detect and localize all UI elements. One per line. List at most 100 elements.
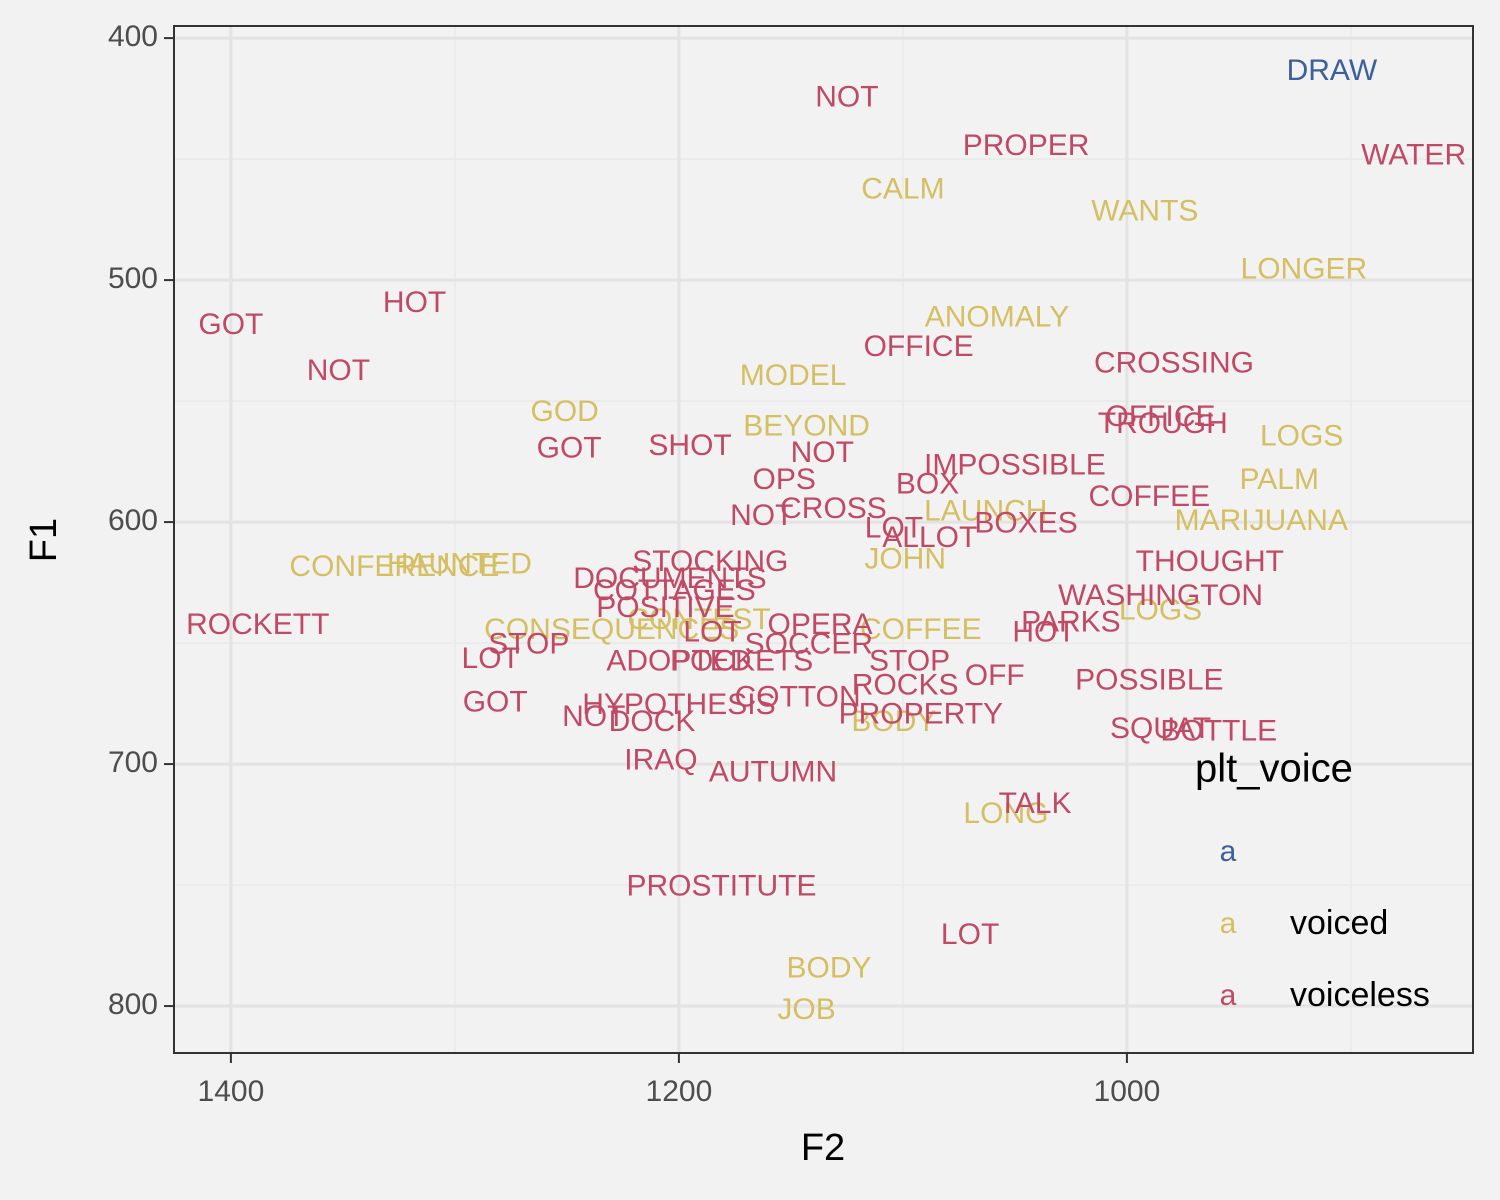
point-label: AUTUMN (709, 756, 837, 789)
point-label: CALM (861, 172, 944, 205)
point-label: OPERA (768, 608, 873, 641)
point-label: LOGS (1119, 594, 1202, 627)
point-label: NOT (815, 81, 878, 114)
point-label: HOT (383, 286, 446, 319)
point-label: LONGER (1241, 252, 1368, 285)
point-label: NOT (562, 700, 625, 733)
point-label: LONG (963, 797, 1048, 830)
point-label: OFFICE (864, 330, 974, 363)
point-label: PROPERTY (839, 698, 1004, 731)
point-label: HYPOTHESIS (582, 688, 775, 721)
y-axis-title: F1 (23, 518, 65, 562)
legend: plt_voice a a voiced a voiceless (1195, 747, 1430, 1014)
legend-key: a (1220, 979, 1237, 1012)
point-label: CROSS (780, 492, 887, 525)
y-tick-label: 600 (108, 504, 158, 537)
point-label: STOP (869, 644, 950, 677)
x-tick-label: 1000 (1094, 1075, 1161, 1108)
point-label: COTTON (735, 681, 861, 714)
point-label: POSSIBLE (1075, 664, 1223, 697)
point-label: SOCCER (745, 627, 873, 660)
point-label: POSITIVE (596, 591, 734, 624)
y-tick-label: 700 (108, 746, 158, 779)
point-label: MARIJUANA (1175, 504, 1348, 537)
point-label: WATER (1361, 139, 1466, 172)
y-tick-label: 400 (108, 20, 158, 53)
legend-label: voiced (1290, 904, 1388, 942)
point-label: LAUNCH (924, 494, 1047, 527)
point-label: GOT (537, 431, 602, 464)
point-label: BEYOND (743, 410, 870, 443)
x-axis-title: F2 (801, 1127, 845, 1169)
point-label: LOT (941, 918, 999, 951)
point-label: COFFEE (860, 613, 982, 646)
point-label: CONTEST (627, 603, 770, 636)
point-label: GOT (198, 308, 263, 341)
y-tick-label: 800 (108, 988, 158, 1021)
point-label: TALK (999, 787, 1072, 820)
legend-title: plt_voice (1195, 747, 1353, 791)
point-label: POCKETS (670, 644, 813, 677)
point-label: HOT (1012, 615, 1075, 648)
point-label: PROSTITUTE (626, 869, 816, 902)
point-label: LOT (865, 511, 923, 544)
point-label: COTTAGES (593, 574, 756, 607)
point-label: GOD (530, 395, 598, 428)
point-label: CONFERENCE (289, 550, 499, 583)
axes: 1400 1200 1000 400 500 600 700 800 (108, 20, 1160, 1108)
point-label: BODY (851, 705, 936, 738)
points: DRAW CALM WANTS LONGER ANOMALY MODEL GOD BEYOND… (186, 54, 1466, 1026)
point-label: HAUNTED (387, 548, 532, 581)
point-label: COFFEE (1088, 480, 1210, 513)
point-label: OPS (753, 463, 816, 496)
legend-key: a (1220, 907, 1237, 940)
y-tick-label: 500 (108, 262, 158, 295)
point-label: IRAQ (624, 744, 697, 777)
point-label: PALM (1240, 463, 1319, 496)
point-label: CROSSING (1094, 347, 1254, 380)
point-label: SQUAT (1110, 712, 1211, 745)
point-label: DOCK (609, 705, 696, 738)
point-label: BODY (786, 952, 871, 985)
point-label: IMPOSSIBLE (924, 448, 1106, 481)
point-label: NOT (791, 436, 854, 469)
point-label: LOGS (1260, 419, 1343, 452)
point-label: BOX (896, 468, 959, 501)
point-label: TROUGH (1098, 407, 1228, 440)
point-label: NOT (730, 499, 793, 532)
point-label: THOUGHT (1136, 545, 1284, 578)
point-label: ADOPTED (606, 644, 751, 677)
point-label: BOXES (974, 506, 1077, 539)
point-label: OFF (965, 659, 1025, 692)
point-label: GOT (463, 685, 528, 718)
point-label: STOP (488, 627, 569, 660)
point-label: WANTS (1091, 194, 1198, 227)
panel-border (173, 25, 1474, 1054)
grid (174, 26, 1473, 1053)
point-label: NOT (307, 354, 370, 387)
point-label: LOT (462, 642, 520, 675)
point-label: PARKS (1021, 606, 1120, 639)
point-label: ROCKETT (186, 608, 329, 641)
point-label: WASHINGTON (1058, 579, 1263, 612)
point-label: DRAW (1287, 54, 1378, 87)
point-label: LOT (683, 615, 741, 648)
x-tick-label: 1200 (646, 1075, 713, 1108)
point-label: PROPER (963, 129, 1090, 162)
point-label: BOTTLE (1160, 715, 1277, 748)
point-label: SHOT (648, 429, 731, 462)
point-label: MODEL (740, 359, 847, 392)
point-label: ALLOT (882, 521, 977, 554)
point-label: JOHN (864, 543, 946, 576)
point-label: CONSEQUENCES (484, 613, 739, 646)
point-label: ROCKS (852, 669, 959, 702)
x-tick-label: 1400 (198, 1075, 265, 1108)
point-label: STOCKING (632, 545, 788, 578)
point-label: JOB (777, 993, 835, 1026)
point-label: ANOMALY (925, 301, 1069, 334)
point-label: DOCUMENTS (573, 562, 766, 595)
point-label: OFFICE (1106, 400, 1216, 433)
